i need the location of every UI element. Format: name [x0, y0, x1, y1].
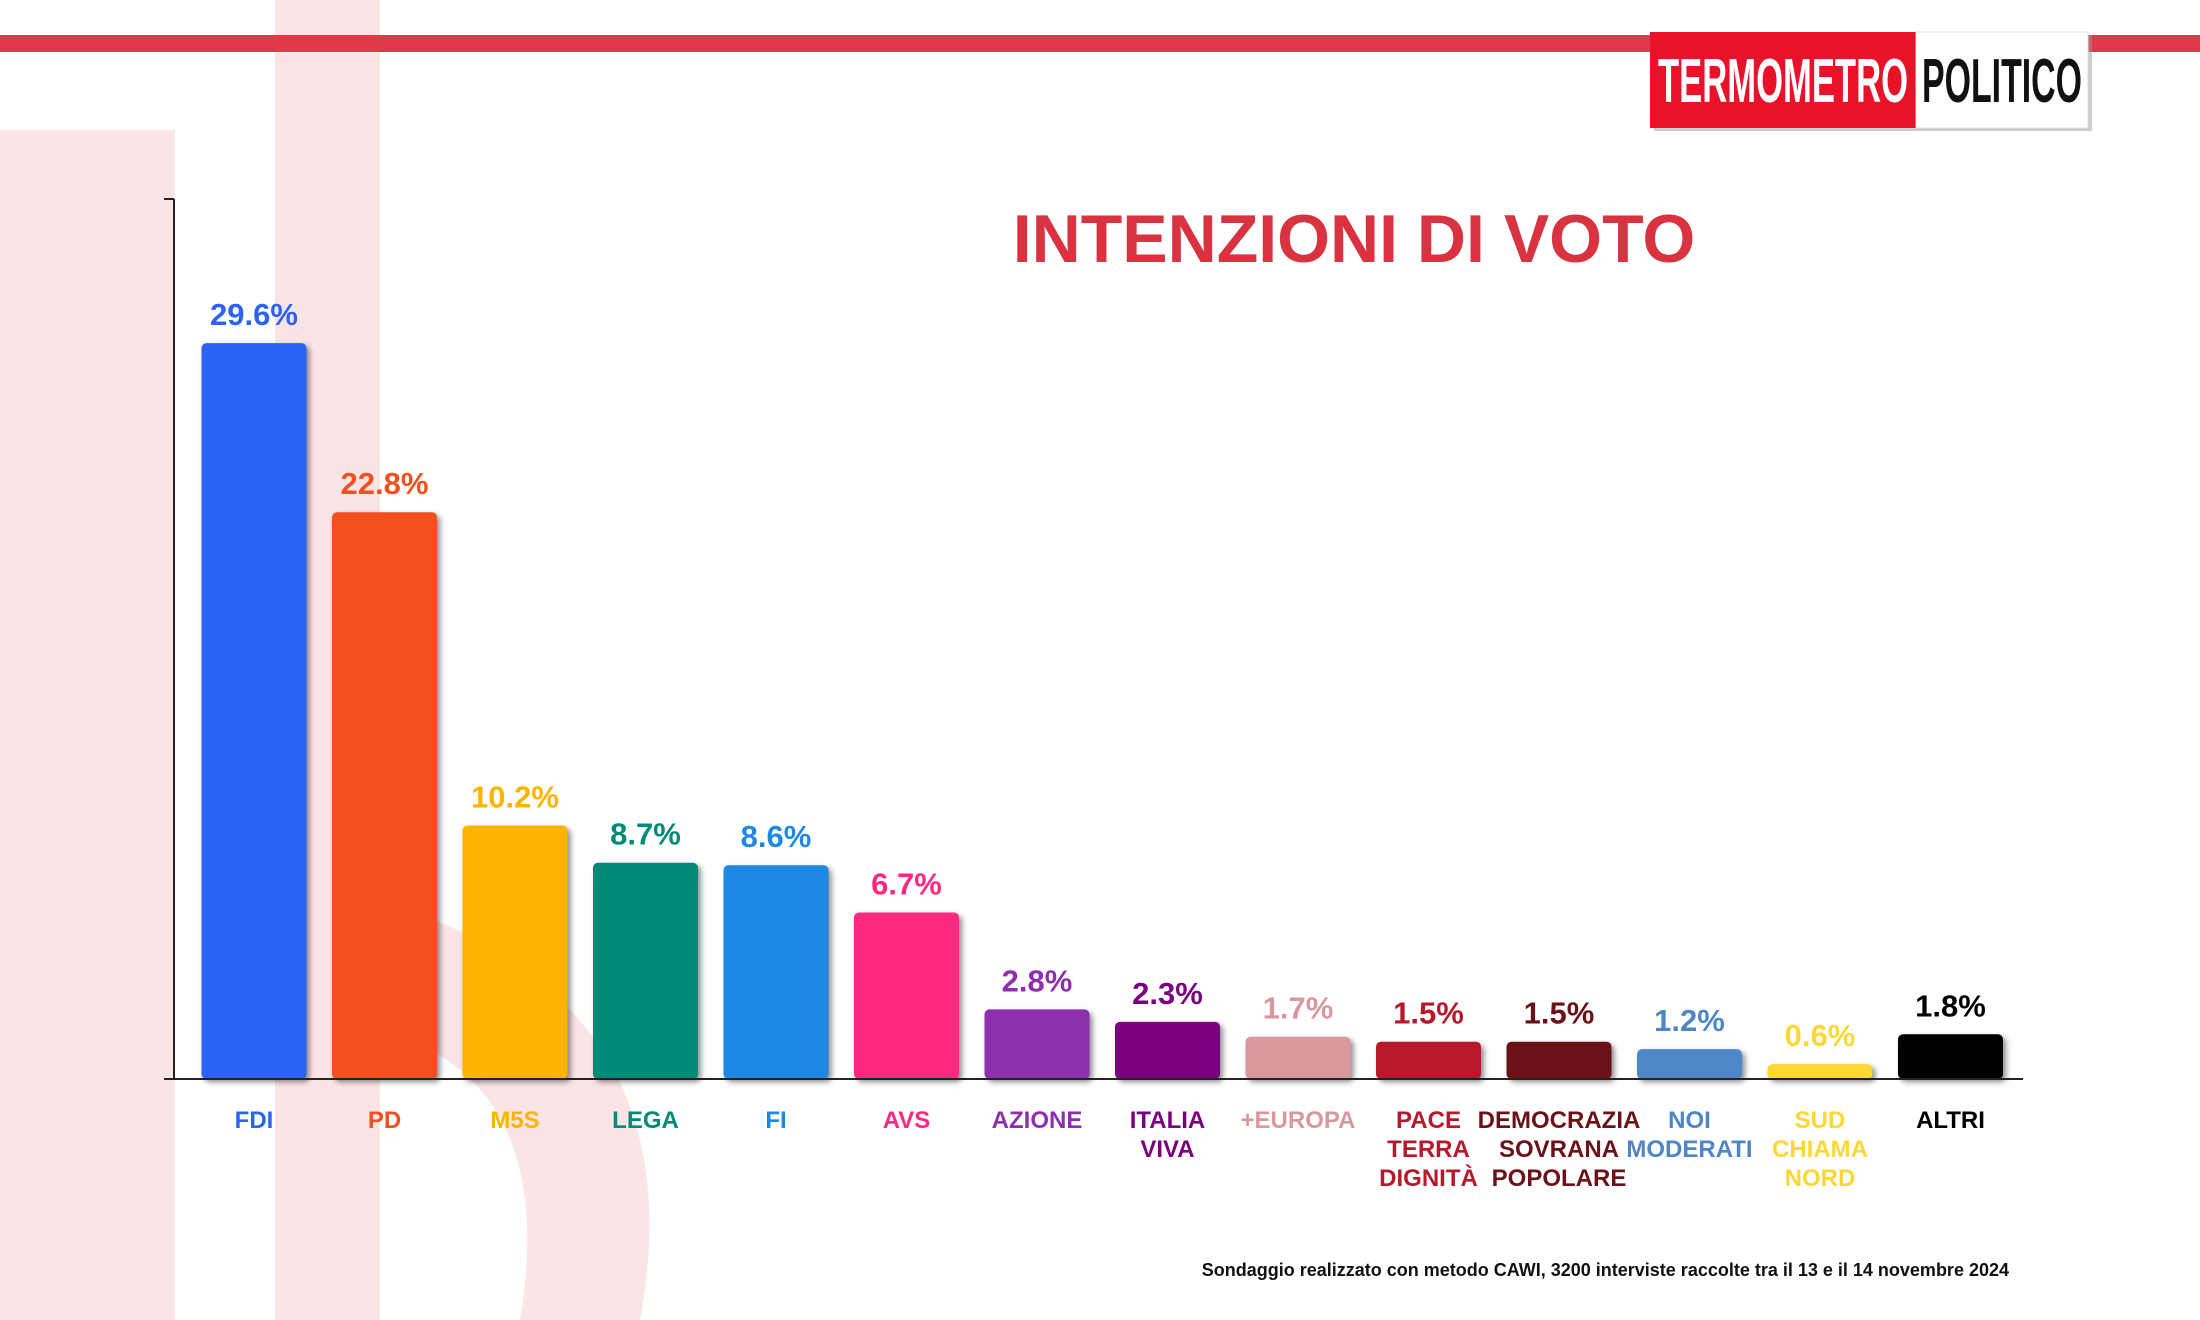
bar — [1115, 1021, 1220, 1079]
x-tick-label: NOI MODERATI — [1626, 1107, 1752, 1163]
value-label: 8.7% — [610, 817, 681, 852]
x-tick-label: PACE TERRA DIGNITÀ — [1379, 1107, 1478, 1192]
x-tick-label-line: +EUROPA — [1241, 1107, 1356, 1134]
x-tick-label-line: PACE — [1396, 1107, 1461, 1134]
value-label: 2.8% — [1002, 963, 1073, 998]
x-tick-label-line: ALTRI — [1916, 1107, 1985, 1134]
x-tick-label: PD — [368, 1107, 401, 1134]
plot: 29.6% FDI 22.8% PD 10.2% M5S 8.7% LEGA 8.6% FI 6.7… — [164, 198, 2023, 1192]
x-tick-label-line: VIVA — [1140, 1136, 1194, 1163]
value-label: 10.2% — [471, 779, 559, 814]
bar — [723, 865, 829, 1079]
x-tick-label-line: POPOLARE — [1492, 1165, 1627, 1192]
x-tick-label-line: SUD — [1795, 1107, 1846, 1134]
bar — [1637, 1049, 1742, 1079]
value-label: 22.8% — [341, 466, 429, 501]
x-tick-label: AZIONE — [992, 1107, 1083, 1134]
x-tick-label: AVS — [883, 1107, 931, 1134]
value-label: 0.6% — [1785, 1018, 1856, 1053]
value-label: 1.7% — [1263, 991, 1334, 1026]
bar — [1506, 1041, 1612, 1079]
value-label: 29.6% — [210, 297, 298, 332]
logo-right: POLITICO — [1922, 47, 2082, 116]
value-label: 1.5% — [1524, 996, 1595, 1031]
value-label: 2.3% — [1132, 976, 1203, 1011]
bar — [1376, 1041, 1481, 1079]
x-tick-label-line: AZIONE — [992, 1107, 1083, 1134]
x-tick-label: LEGA — [612, 1107, 679, 1134]
value-label: 1.8% — [1915, 988, 1986, 1023]
x-tick-label-line: MODERATI — [1626, 1136, 1752, 1163]
bar — [332, 512, 437, 1079]
x-tick-label-line: NORD — [1785, 1165, 1856, 1192]
x-tick-label-line: TERRA — [1387, 1136, 1470, 1163]
x-tick-label: DEMOCRAZIA SOVRANA POPOLARE — [1478, 1107, 1641, 1192]
x-tick-label-line: NOI — [1668, 1107, 1711, 1134]
value-label: 1.2% — [1654, 1003, 1725, 1038]
x-tick-label-line: PD — [368, 1107, 401, 1134]
x-tick-label: FDI — [235, 1107, 274, 1134]
bar — [593, 862, 698, 1079]
logo: TERMOMETRO POLITICO — [1650, 31, 2092, 131]
value-label: 1.5% — [1393, 996, 1464, 1031]
bar — [462, 825, 568, 1079]
x-tick-label: ALTRI — [1916, 1107, 1985, 1134]
bar — [1767, 1064, 1873, 1079]
x-tick-label-line: M5S — [490, 1107, 539, 1134]
value-label: 6.7% — [871, 866, 942, 901]
x-tick-label: M5S — [490, 1107, 539, 1134]
x-tick-label: FI — [765, 1107, 786, 1134]
x-tick-label: SUD CHIAMA NORD — [1772, 1107, 1868, 1192]
x-tick-label-line: ITALIA — [1130, 1107, 1206, 1134]
chart-title: INTENZIONI DI VOTO — [1013, 201, 1696, 277]
bar — [984, 1009, 1090, 1079]
x-tick-label-line: LEGA — [612, 1107, 679, 1134]
bar — [854, 912, 959, 1079]
x-tick-label: +EUROPA — [1241, 1107, 1356, 1134]
x-tick-label-line: CHIAMA — [1772, 1136, 1868, 1163]
footnote: Sondaggio realizzato con metodo CAWI, 32… — [1202, 1260, 2009, 1280]
bar — [1898, 1034, 2003, 1079]
x-tick-label-line: DIGNITÀ — [1379, 1164, 1478, 1192]
background-decoration — [0, 0, 650, 1320]
x-tick-label-line: FI — [765, 1107, 786, 1134]
value-label: 8.6% — [741, 819, 812, 854]
logo-left: TERMOMETRO — [1658, 47, 1908, 116]
x-tick-label-line: FDI — [235, 1107, 274, 1134]
x-tick-label-line: SOVRANA — [1499, 1136, 1619, 1163]
bar — [1245, 1036, 1351, 1079]
x-tick-label-line: AVS — [883, 1107, 931, 1134]
bar — [201, 343, 307, 1079]
x-tick-label-line: DEMOCRAZIA — [1478, 1107, 1641, 1134]
x-tick-label: ITALIA VIVA — [1130, 1107, 1206, 1163]
